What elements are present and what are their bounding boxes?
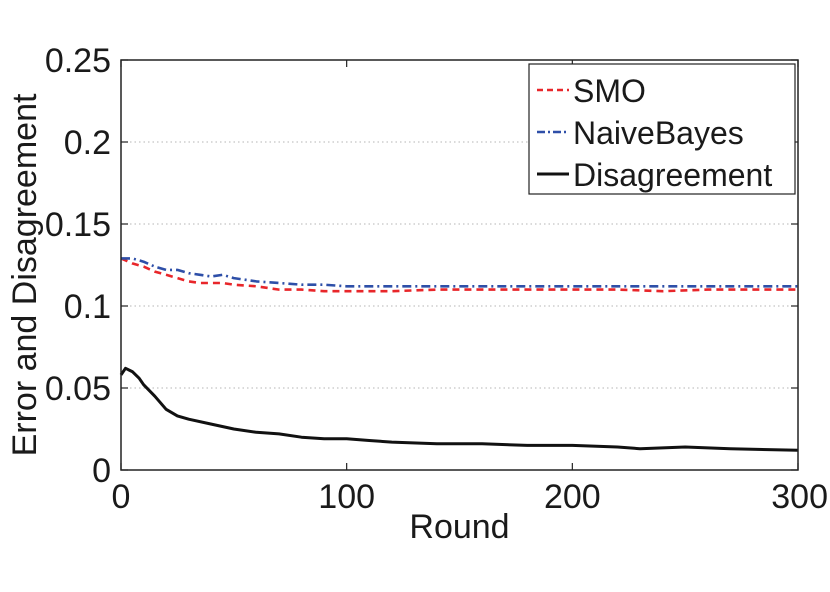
series-line-smo (120, 257, 798, 293)
legend-label-smo: SMO (573, 73, 646, 109)
series-line-naivebayes (121, 257, 798, 288)
x-tick-label: 0 (112, 478, 131, 516)
x-tick-label: 200 (544, 478, 601, 516)
y-tick-label: 0.25 (45, 42, 111, 80)
y-tick-label: 0.2 (64, 124, 111, 162)
y-tick-label: 0.05 (45, 370, 111, 408)
y-tick-label: 0.1 (64, 288, 111, 326)
x-tick-label: 300 (771, 478, 828, 516)
legend: SMO NaiveBayes Disagreement (528, 63, 796, 195)
axes: 0 0.05 0.1 0.15 0.2 0.25 0 100 200 300 (45, 42, 828, 516)
series-line-disagreement (119, 366, 799, 452)
legend-label-naivebayes: NaiveBayes (573, 115, 744, 151)
legend-box (528, 63, 796, 195)
y-axis-label: Error and Disagreement (6, 93, 44, 456)
x-tick-label: 100 (318, 478, 375, 516)
x-axis-label: Round (409, 508, 509, 546)
series-lines (119, 257, 799, 452)
legend-label-disagreement: Disagreement (573, 157, 772, 193)
plot-frame (120, 59, 799, 471)
y-tick-label: 0 (92, 452, 111, 490)
grid-lines (121, 141, 798, 389)
y-tick-label: 0.15 (45, 206, 111, 244)
